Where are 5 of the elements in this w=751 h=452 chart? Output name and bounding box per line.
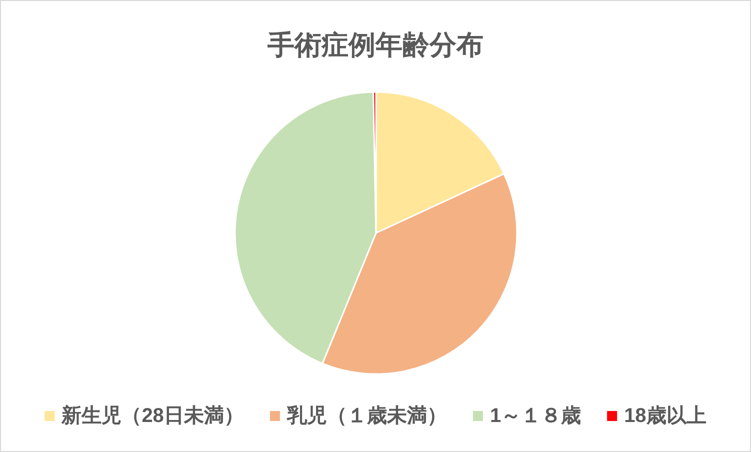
legend-label: 乳児（１歳未満） [286,405,447,427]
legend-label: 新生児（28日未満） [60,404,244,427]
legend-label: 1～１８歳 [490,405,582,427]
legend-label: 18歳以上 [624,405,706,427]
title: 手術症例年齢分布 [268,30,484,60]
